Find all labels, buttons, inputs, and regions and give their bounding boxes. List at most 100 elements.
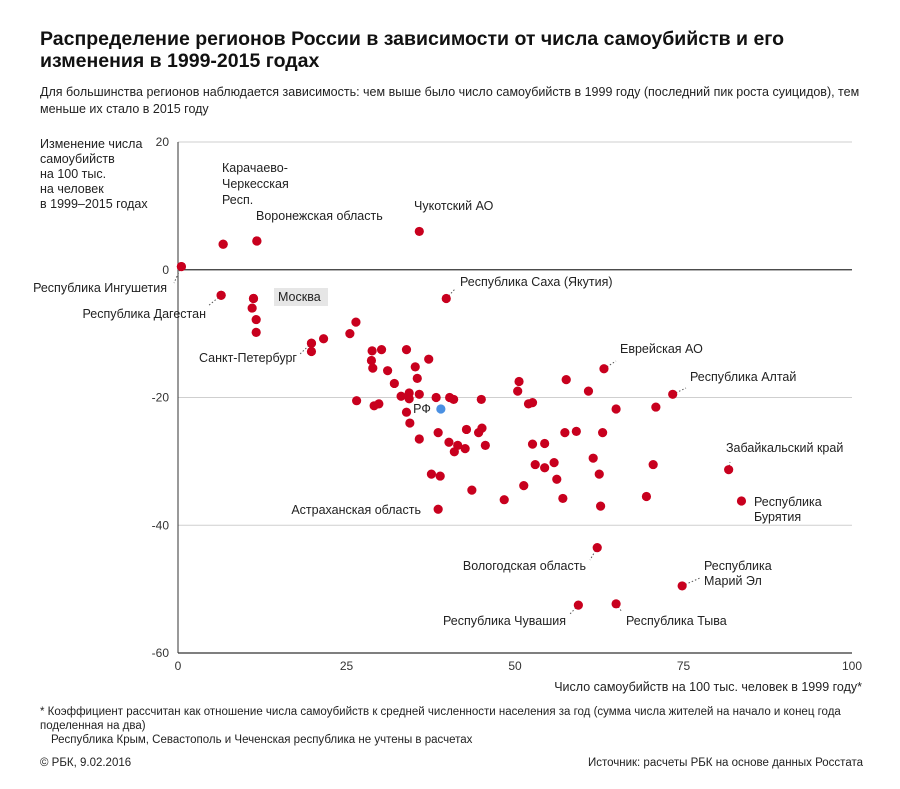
point-label: Республика Дагестан	[82, 307, 206, 321]
data-point	[558, 493, 568, 504]
leader-line	[299, 342, 312, 355]
data-point	[366, 355, 377, 366]
labeled-point	[414, 226, 424, 237]
point-label: Республика Чувашия	[443, 614, 566, 628]
data-point	[435, 471, 445, 481]
data-point	[595, 501, 606, 511]
data-point	[433, 428, 443, 438]
copyright: © РБК, 9.02.2016	[40, 757, 132, 769]
x-tick-label: 25	[340, 659, 354, 673]
data-point	[306, 346, 317, 357]
data-point	[401, 407, 412, 417]
labeled-point	[611, 599, 621, 609]
data-point	[651, 402, 661, 412]
leader-line	[589, 547, 598, 561]
data-point	[401, 344, 412, 355]
data-point	[251, 327, 261, 337]
data-point	[519, 481, 529, 491]
data-point	[583, 386, 594, 396]
source: Источник: расчеты РБК на основе данных Р…	[587, 757, 863, 769]
labeled-point	[573, 600, 583, 610]
data-point	[540, 463, 550, 473]
footnote-line-2: Республика Крым, Севастополь и Чеченская…	[51, 734, 473, 746]
data-point	[514, 376, 524, 387]
data-point	[641, 491, 652, 502]
point-label: Астраханская область	[291, 503, 421, 517]
data-point	[396, 391, 406, 401]
data-point	[499, 495, 509, 505]
y-tick-label: -60	[152, 646, 170, 660]
point-label: Республика Тыва	[626, 614, 727, 628]
x-tick-label: 50	[508, 659, 522, 673]
data-point	[527, 398, 538, 408]
labeled-point	[668, 389, 678, 399]
data-point	[453, 440, 463, 451]
x-axis-label: Число самоубийств на 100 тыс. человек в …	[554, 680, 862, 694]
footnote: * Коэффициент рассчитан как отношение чи…	[40, 705, 880, 747]
scatter-chart: 20 0 -20 -40 -60 0 25 50 75 100 Число самоубийств …	[33, 135, 862, 694]
data-point	[247, 303, 257, 313]
data-point	[552, 474, 562, 484]
data-point	[414, 389, 424, 399]
data-point	[611, 404, 621, 414]
labeled-point	[216, 290, 226, 300]
point-label: Еврейская АО	[620, 342, 703, 356]
y-tick-label: -40	[152, 518, 170, 532]
data-point	[594, 469, 604, 479]
data-point	[648, 459, 658, 470]
data-point	[561, 375, 571, 385]
labeled-point	[218, 239, 228, 249]
labeled-point	[306, 338, 317, 348]
point-label: Вологодская область	[463, 559, 586, 573]
point-label: Республика Алтай	[690, 370, 796, 384]
point-label: Республика Саха (Якутия)	[460, 275, 613, 289]
labeled-point	[176, 261, 186, 272]
axis-layer: 20 0 -20 -40 -60 0 25 50 75 100 Число самоубийств …	[40, 135, 862, 694]
label-layer: Республика Ингушетия Карачаево-Черкесская…	[33, 161, 843, 628]
labeled-point	[736, 496, 747, 506]
leader-line	[173, 266, 182, 284]
labeled-point	[441, 293, 451, 304]
data-point	[389, 378, 399, 389]
point-label: Республика Марий Эл	[704, 559, 772, 588]
data-point	[345, 329, 355, 339]
data-point	[251, 314, 261, 325]
data-point	[480, 440, 490, 451]
y-tick-label: 20	[156, 135, 170, 149]
leader-line	[603, 360, 617, 370]
data-point	[530, 459, 540, 470]
labeled-point	[677, 581, 687, 591]
x-tick-label: 0	[175, 659, 182, 673]
rf-point	[436, 404, 446, 414]
point-label: Москва	[278, 290, 321, 304]
point-label: Карачаево-Черкесская Респ.	[222, 161, 289, 207]
point-label: Воронежская область	[256, 209, 383, 223]
data-point	[318, 334, 329, 344]
y-tick-label: -20	[152, 391, 170, 405]
data-point	[560, 428, 570, 438]
data-point	[426, 469, 437, 479]
leader-layer	[173, 266, 731, 615]
labeled-point	[599, 364, 609, 374]
data-point	[376, 344, 387, 355]
data-point	[477, 423, 487, 433]
data-point	[461, 424, 472, 435]
data-point	[410, 362, 420, 372]
x-tick-label: 100	[842, 659, 862, 673]
y-tick-label: 0	[162, 263, 169, 277]
data-point	[405, 418, 415, 428]
data-point	[414, 434, 424, 444]
data-point	[404, 394, 414, 404]
labeled-point	[724, 465, 734, 475]
labeled-point	[592, 543, 602, 553]
data-point	[367, 346, 377, 356]
leader-line	[207, 294, 222, 307]
labeled-point	[248, 293, 259, 304]
labeled-point	[433, 504, 443, 514]
data-point	[476, 394, 486, 405]
data-point	[374, 399, 384, 409]
x-tick-label: 75	[677, 659, 691, 673]
data-point	[368, 363, 378, 373]
chart-title: Распределение регионов России в зависимо…	[40, 28, 785, 72]
data-point	[467, 485, 477, 495]
